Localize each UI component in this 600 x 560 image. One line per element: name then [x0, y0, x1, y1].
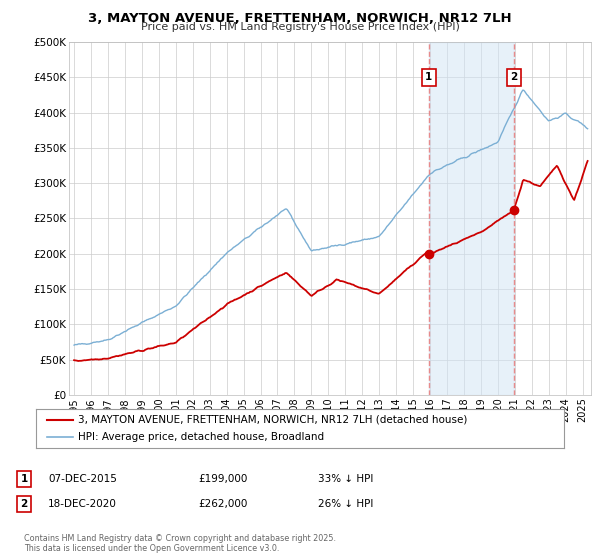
Text: 26% ↓ HPI: 26% ↓ HPI [318, 499, 373, 509]
Text: 2: 2 [511, 72, 518, 82]
Text: 33% ↓ HPI: 33% ↓ HPI [318, 474, 373, 484]
Text: Contains HM Land Registry data © Crown copyright and database right 2025.
This d: Contains HM Land Registry data © Crown c… [24, 534, 336, 553]
Text: 1: 1 [425, 72, 433, 82]
Text: 18-DEC-2020: 18-DEC-2020 [48, 499, 117, 509]
Text: HPI: Average price, detached house, Broadland: HPI: Average price, detached house, Broa… [78, 432, 325, 442]
Text: Price paid vs. HM Land Registry's House Price Index (HPI): Price paid vs. HM Land Registry's House … [140, 22, 460, 32]
Text: 07-DEC-2015: 07-DEC-2015 [48, 474, 117, 484]
Text: 3, MAYTON AVENUE, FRETTENHAM, NORWICH, NR12 7LH: 3, MAYTON AVENUE, FRETTENHAM, NORWICH, N… [88, 12, 512, 25]
Bar [429, 42, 514, 395]
Text: 3, MAYTON AVENUE, FRETTENHAM, NORWICH, NR12 7LH (detached house): 3, MAYTON AVENUE, FRETTENHAM, NORWICH, N… [78, 415, 467, 425]
Text: 2: 2 [20, 499, 28, 509]
Text: 1: 1 [20, 474, 28, 484]
Text: £262,000: £262,000 [198, 499, 247, 509]
Text: £199,000: £199,000 [198, 474, 247, 484]
